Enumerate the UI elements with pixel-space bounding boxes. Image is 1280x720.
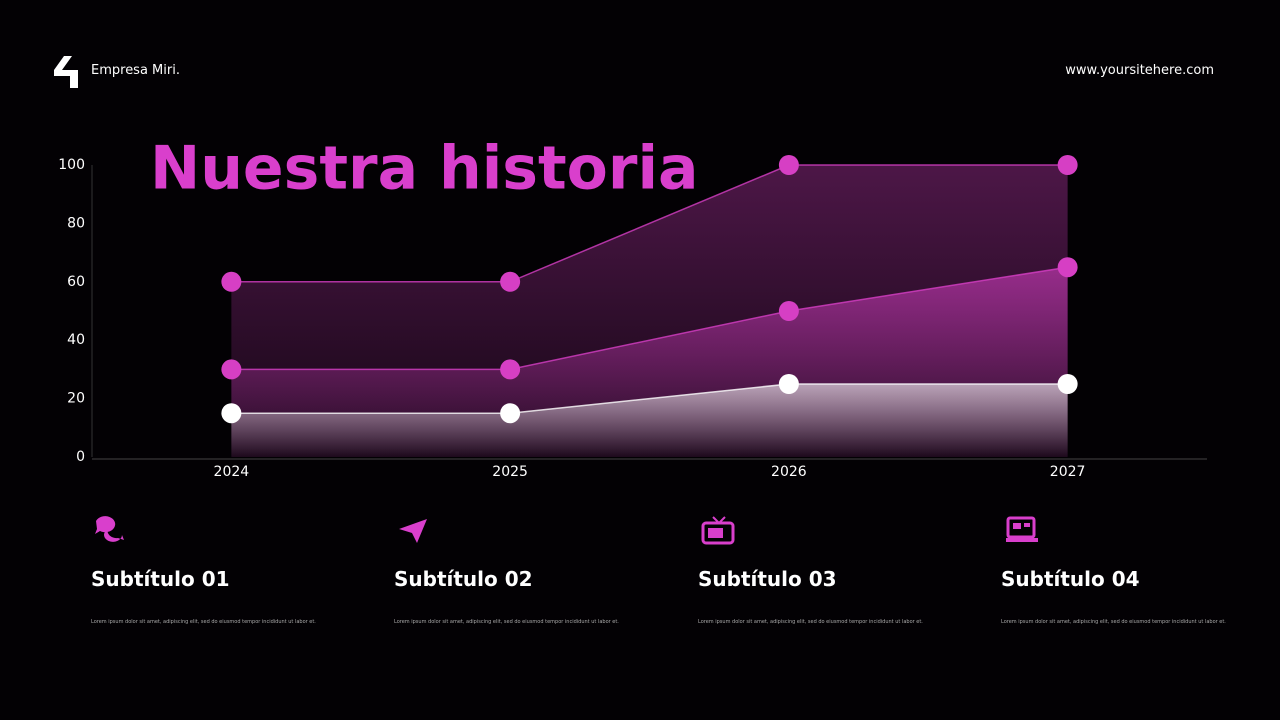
site-url: www.yoursitehere.com: [1065, 63, 1214, 78]
point: [1057, 257, 1078, 278]
feature-title: Subtítulo 03: [698, 567, 837, 591]
point: [221, 359, 242, 380]
icon-monitor: [1006, 516, 1038, 542]
logo: [54, 56, 78, 88]
point: [778, 374, 799, 394]
point: [500, 359, 521, 380]
x-tick-label: 2027: [1050, 464, 1086, 480]
feature-text: Lorem ipsum dolor sit amet, adipiscing e…: [698, 619, 923, 625]
y-tick-label: 60: [67, 274, 85, 290]
y-tick-label: 0: [76, 449, 85, 465]
line: [231, 266, 1068, 371]
feature-text: Lorem ipsum dolor sit amet, adipiscing e…: [394, 619, 619, 625]
y-tick-label: 80: [67, 215, 85, 231]
chart: Nuestra historia 0 20 40 60 80 100 2024 2025 202…: [58, 134, 1207, 480]
feature-title: Subtítulo 01: [91, 567, 230, 591]
feature-text: Lorem ipsum dolor sit amet, adipiscing e…: [91, 619, 316, 625]
x-tick-label: 2024: [214, 464, 250, 480]
feature: Subtítulo 01 Lorem ipsum dolor sit amet,…: [91, 515, 316, 625]
brand-name: Empresa Miri.: [91, 63, 180, 78]
line: [231, 164, 1068, 283]
line: [231, 383, 1068, 414]
feature: Subtítulo 04 Lorem ipsum dolor sit amet,…: [1001, 515, 1226, 625]
x-tick-label: 2025: [492, 464, 528, 480]
feature: Subtítulo 03 Lorem ipsum dolor sit amet,…: [698, 515, 923, 625]
chart-title: Nuestra historia: [150, 134, 699, 204]
point: [221, 271, 242, 292]
y-tick-label: 40: [67, 332, 85, 348]
point: [221, 403, 242, 424]
icon-chat: [95, 516, 124, 542]
point: [1057, 155, 1078, 175]
point: [1057, 374, 1078, 394]
feature-title: Subtítulo 02: [394, 567, 533, 591]
point: [778, 155, 799, 175]
area: [231, 384, 1068, 457]
feature-text: Lorem ipsum dolor sit amet, adipiscing e…: [1001, 619, 1226, 625]
point: [778, 301, 799, 321]
feature: Subtítulo 02 Lorem ipsum dolor sit amet,…: [394, 515, 619, 625]
icon-plane: [399, 519, 427, 543]
point: [500, 271, 521, 292]
point: [500, 403, 521, 424]
feature-title: Subtítulo 04: [1001, 567, 1140, 591]
y-tick-label: 100: [58, 157, 85, 173]
x-tick-label: 2026: [771, 464, 807, 480]
y-tick-label: 20: [67, 391, 85, 407]
icon-tv: [701, 516, 735, 545]
